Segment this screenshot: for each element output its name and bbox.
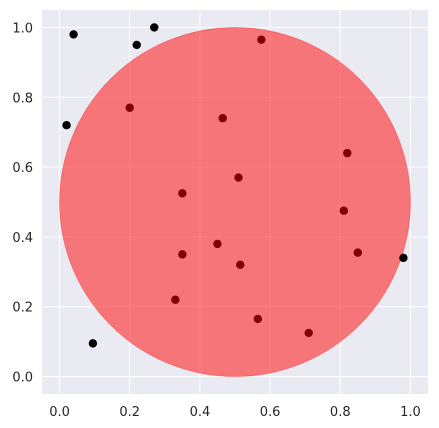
scatter-point <box>343 148 352 158</box>
y-tick-label: 0.4 <box>12 231 33 246</box>
circle-area <box>59 26 411 378</box>
y-tick-label: 0.8 <box>12 91 33 106</box>
scatter-point <box>236 260 245 270</box>
scatter-point <box>171 295 180 304</box>
scatter-point <box>234 173 243 182</box>
y-tick-label: 1.0 <box>12 21 33 36</box>
scatter-point <box>399 253 408 263</box>
scatter-point <box>339 206 348 215</box>
scatter-point <box>62 121 71 130</box>
scatter-point <box>125 103 134 112</box>
y-tick-label: 0.6 <box>12 161 33 176</box>
scatter-point <box>218 114 227 123</box>
scatter-point <box>178 250 187 259</box>
y-tick-label: 0.2 <box>12 301 33 316</box>
y-axis-ticks: 0.0 0.2 0.4 0.6 0.8 1.0 <box>12 21 33 385</box>
data-points <box>62 23 408 348</box>
scatter-point <box>257 35 266 44</box>
y-tick-label: 0.0 <box>12 371 33 386</box>
x-axis-ticks: 0.0 0.2 0.4 0.6 0.8 1.0 <box>49 405 421 420</box>
x-tick-label: 0.0 <box>49 405 70 420</box>
circle-region <box>59 26 411 378</box>
scatter-point <box>69 30 78 39</box>
scatter-point <box>253 314 263 324</box>
scatter-point <box>150 23 159 32</box>
scatter-point <box>304 328 313 338</box>
scatter-point <box>88 339 98 348</box>
scatter-point <box>353 248 363 257</box>
x-tick-label: 1.0 <box>400 405 421 420</box>
x-tick-label: 0.6 <box>260 405 281 420</box>
scatter-point <box>213 239 222 249</box>
scatter-point <box>178 189 187 198</box>
scatter-point <box>132 40 141 50</box>
x-tick-label: 0.8 <box>330 405 351 420</box>
x-tick-label: 0.4 <box>190 405 211 420</box>
x-tick-label: 0.2 <box>119 405 140 420</box>
